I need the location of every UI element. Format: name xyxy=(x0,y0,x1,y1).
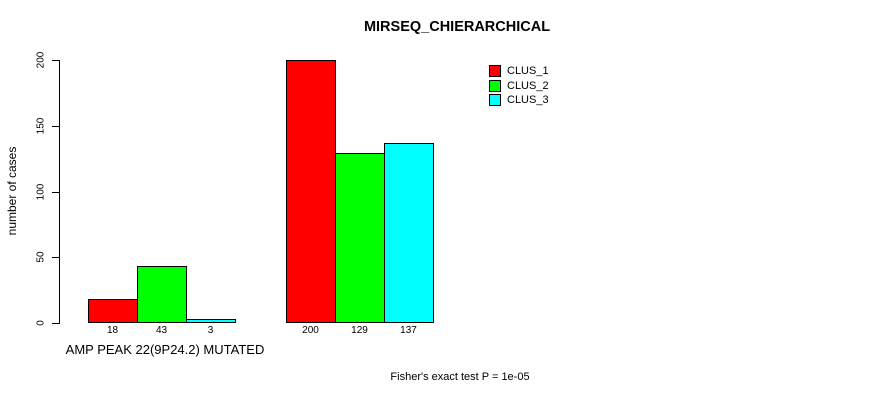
footnote-fishers-test: Fisher's exact test P = 1e-05 xyxy=(390,371,530,383)
bar-value-label: 43 xyxy=(155,325,168,336)
legend-swatch-clus_3 xyxy=(489,94,501,107)
legend-swatch-clus_1 xyxy=(489,65,501,78)
y-axis-tick-label: 100 xyxy=(35,183,47,200)
legend: CLUS_1 CLUS_2 CLUS_3 xyxy=(489,64,549,108)
y-axis-tick xyxy=(52,60,59,61)
y-axis-tick-label: 0 xyxy=(35,320,47,326)
x-axis-category-label: AMP PEAK 22(9P24.2) MUTATED xyxy=(65,342,265,357)
legend-label: CLUS_3 xyxy=(507,94,549,107)
bar-clus_2-group1 xyxy=(136,266,187,323)
y-axis-tick-label: 200 xyxy=(35,51,47,69)
legend-item-clus_2: CLUS_2 xyxy=(489,79,549,94)
legend-label: CLUS_2 xyxy=(507,79,549,92)
y-axis-tick-label: 150 xyxy=(35,117,47,135)
legend-item-clus_3: CLUS_3 xyxy=(489,93,549,108)
bar-clus_2-group2 xyxy=(334,153,385,323)
bar-clus_3-group1 xyxy=(185,319,236,323)
y-axis-tick xyxy=(52,257,59,258)
bar-clus_1-group2 xyxy=(285,60,336,323)
bar-value-label: 200 xyxy=(302,325,319,336)
chart-title: MIRSEQ_CHIERARCHICAL xyxy=(363,19,551,35)
y-axis-tick xyxy=(52,126,59,127)
y-axis-title: number of cases xyxy=(5,146,19,236)
y-axis-tick-label: 50 xyxy=(35,251,47,263)
bar-value-label: 18 xyxy=(106,325,119,336)
y-axis-line xyxy=(59,60,60,324)
y-axis-tick xyxy=(52,323,59,324)
bar-clus_1-group1 xyxy=(87,299,138,323)
legend-label: CLUS_1 xyxy=(507,65,549,78)
y-axis-tick xyxy=(52,192,59,193)
bar-clus_3-group2 xyxy=(383,142,434,323)
bar-value-label: 3 xyxy=(207,325,214,336)
bar-value-label: 137 xyxy=(400,325,417,336)
legend-item-clus_1: CLUS_1 xyxy=(489,64,549,79)
legend-swatch-clus_2 xyxy=(489,79,501,92)
bar-value-label: 129 xyxy=(351,325,368,336)
